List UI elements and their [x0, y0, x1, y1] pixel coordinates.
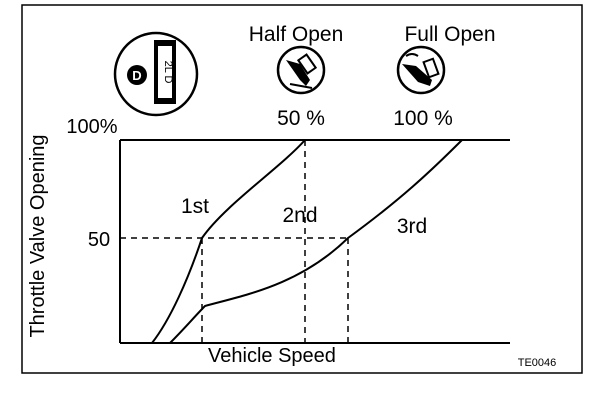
full-open-label: Full Open: [404, 23, 495, 46]
gear-label-2nd: 2nd: [282, 204, 317, 227]
half-open-label: Half Open: [249, 23, 344, 46]
y-axis-title: Throttle Valve Opening: [27, 134, 49, 337]
curve-1-2-shift: [151, 139, 306, 344]
selector-letter: D: [132, 68, 141, 83]
full-open-percent: 100 %: [393, 107, 453, 130]
selector-positions: 2L D: [162, 61, 174, 84]
x-axis-title: Vehicle Speed: [208, 345, 336, 367]
figure-code: TE0046: [518, 357, 557, 369]
y-tick-50: 50: [88, 229, 110, 251]
pedal-full-open-icon: [396, 45, 446, 95]
pedal-half-open-icon: [276, 45, 326, 95]
gear-label-3rd: 3rd: [397, 215, 427, 238]
figure-frame: [21, 4, 583, 374]
curve-2-3-shift: [169, 139, 463, 344]
gear-label-1st: 1st: [181, 195, 209, 218]
half-open-percent: 50 %: [277, 107, 325, 130]
y-tick-100: 100%: [66, 116, 117, 138]
selector-dial-icon: D 2L D: [113, 31, 199, 117]
